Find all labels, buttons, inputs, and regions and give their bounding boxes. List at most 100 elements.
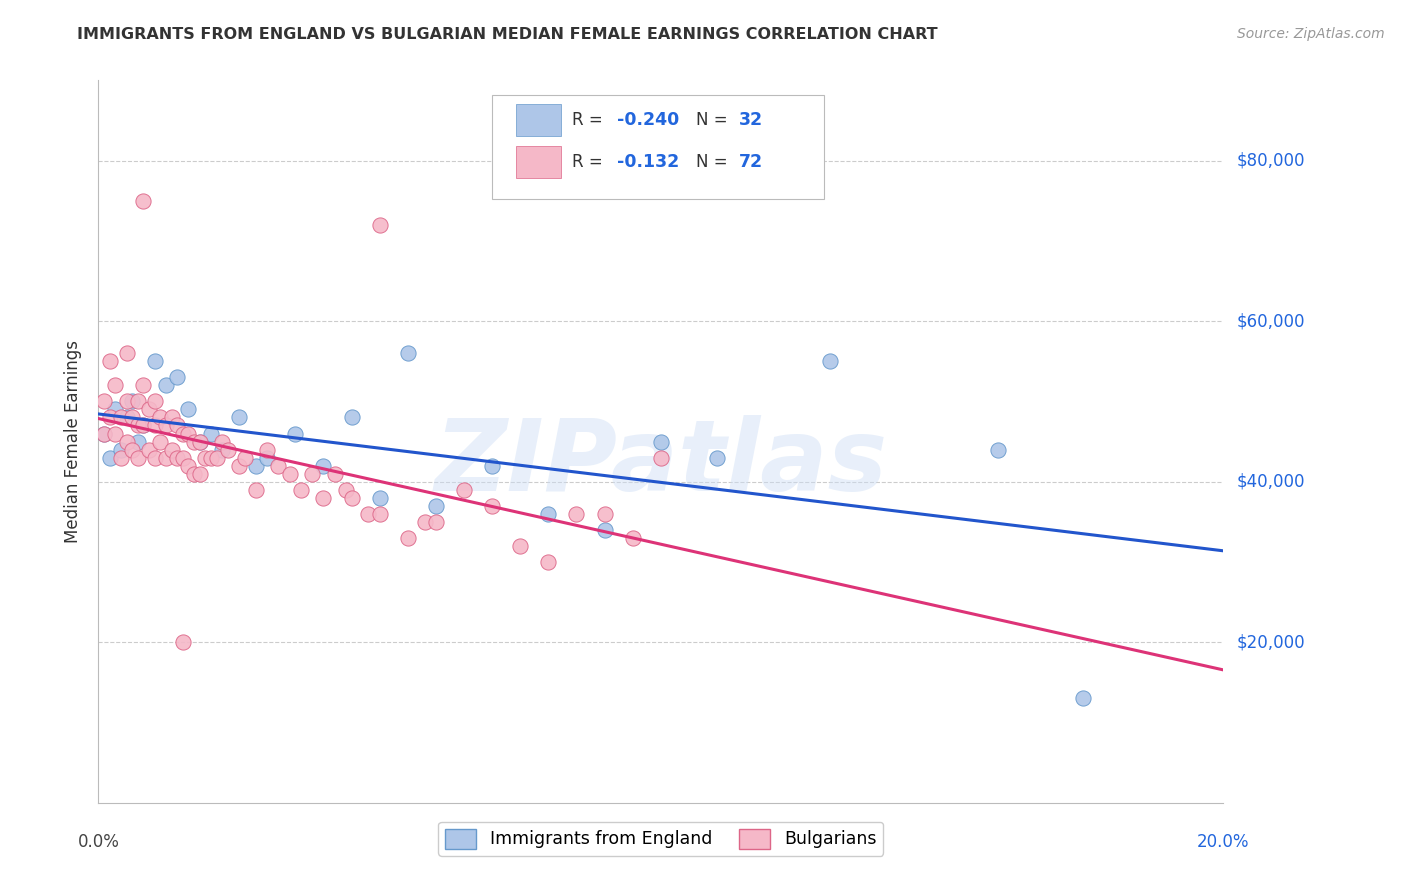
Text: IMMIGRANTS FROM ENGLAND VS BULGARIAN MEDIAN FEMALE EARNINGS CORRELATION CHART: IMMIGRANTS FROM ENGLAND VS BULGARIAN MED… (77, 27, 938, 42)
Point (396, 346, 419, 360)
Text: 32: 32 (738, 111, 762, 129)
Point (177, 402, 200, 417)
Y-axis label: Median Female Earnings: Median Female Earnings (65, 340, 83, 543)
Text: Source: ZipAtlas.com: Source: ZipAtlas.com (1237, 27, 1385, 41)
Point (183, 467, 205, 481)
Point (245, 458, 267, 473)
Point (127, 434, 149, 449)
Point (368, 507, 391, 521)
Point (160, 410, 183, 425)
Point (127, 418, 149, 433)
Point (143, 394, 166, 409)
Point (537, 507, 560, 521)
Point (188, 434, 211, 449)
Point (188, 467, 211, 481)
Point (104, 402, 127, 417)
Point (818, 354, 841, 368)
FancyBboxPatch shape (516, 146, 561, 178)
Point (357, 507, 380, 521)
Point (453, 483, 475, 497)
Point (290, 483, 312, 497)
Point (110, 410, 132, 425)
Point (110, 442, 132, 457)
Point (177, 426, 200, 441)
Text: 72: 72 (738, 153, 762, 171)
Point (172, 635, 194, 649)
Text: $60,000: $60,000 (1237, 312, 1306, 330)
Point (104, 378, 127, 392)
Point (340, 491, 363, 505)
Point (132, 194, 155, 208)
Point (98, 354, 121, 368)
Point (121, 410, 143, 425)
Point (1071, 691, 1094, 706)
Point (217, 442, 239, 457)
Text: 0.0%: 0.0% (77, 833, 120, 851)
Point (565, 507, 588, 521)
Point (284, 426, 307, 441)
FancyBboxPatch shape (492, 95, 824, 200)
Point (115, 434, 138, 449)
Point (115, 410, 138, 425)
Point (149, 410, 172, 425)
Point (987, 442, 1010, 457)
Text: 20.0%: 20.0% (1197, 833, 1250, 851)
Point (205, 450, 228, 465)
Point (177, 458, 200, 473)
Point (593, 507, 616, 521)
Point (621, 531, 644, 545)
Point (245, 483, 267, 497)
FancyBboxPatch shape (516, 104, 561, 136)
Point (425, 515, 447, 529)
Point (160, 442, 183, 457)
Point (172, 426, 194, 441)
Point (706, 450, 728, 465)
Point (256, 450, 278, 465)
Point (98, 450, 121, 465)
Point (93, 426, 115, 441)
Point (323, 467, 346, 481)
Legend: Immigrants from England, Bulgarians: Immigrants from England, Bulgarians (439, 822, 883, 855)
Point (425, 499, 447, 513)
Point (650, 450, 672, 465)
Point (211, 442, 233, 457)
Point (228, 410, 250, 425)
Point (143, 354, 166, 368)
Point (413, 515, 436, 529)
Point (368, 491, 391, 505)
Point (138, 442, 160, 457)
Text: -0.132: -0.132 (617, 153, 679, 171)
Point (104, 426, 127, 441)
Point (312, 458, 335, 473)
Point (143, 450, 166, 465)
Point (138, 402, 160, 417)
Point (183, 434, 205, 449)
Point (211, 434, 233, 449)
Point (267, 458, 290, 473)
Point (93, 394, 115, 409)
Point (481, 458, 503, 473)
Point (110, 450, 132, 465)
Text: R =: R = (572, 111, 607, 129)
Text: N =: N = (696, 153, 733, 171)
Text: $80,000: $80,000 (1237, 152, 1306, 169)
Point (233, 450, 256, 465)
Text: -0.240: -0.240 (617, 111, 679, 129)
Point (312, 491, 335, 505)
Point (166, 450, 188, 465)
Point (132, 418, 155, 433)
Point (127, 394, 149, 409)
Text: $20,000: $20,000 (1237, 633, 1306, 651)
Point (650, 434, 672, 449)
Point (537, 555, 560, 569)
Point (396, 531, 419, 545)
Text: ZIPatlas: ZIPatlas (434, 415, 887, 512)
Point (509, 539, 531, 553)
Point (115, 346, 138, 360)
Text: $40,000: $40,000 (1237, 473, 1306, 491)
Point (121, 394, 143, 409)
Point (166, 418, 188, 433)
Point (132, 418, 155, 433)
Point (368, 218, 391, 232)
Point (121, 442, 143, 457)
